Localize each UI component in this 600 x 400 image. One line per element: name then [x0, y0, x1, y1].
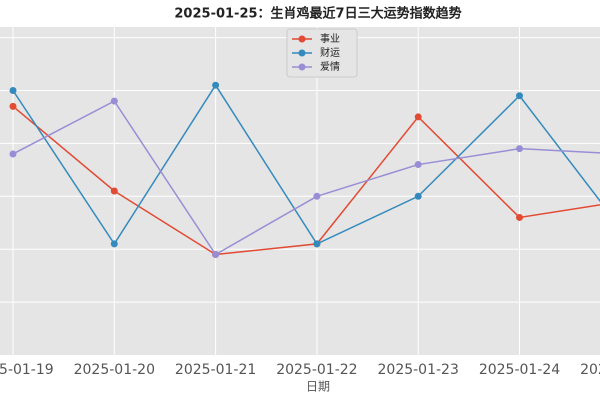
point	[414, 192, 422, 200]
x-tick-label: 2025-01-23	[378, 362, 459, 378]
x-tick-label: 2025-01-21	[175, 362, 256, 378]
point	[110, 97, 118, 105]
legend-marker	[298, 49, 306, 57]
x-tick-label: 2025-01-19	[0, 362, 54, 378]
plot-area	[0, 27, 600, 355]
point	[9, 102, 17, 110]
legend-label: 财运	[320, 46, 340, 59]
x-tick-label: 2025-01-20	[74, 362, 155, 378]
chart-title: 2025-01-25：生肖鸡最近7日三大运势指数趋势	[174, 6, 461, 22]
point	[212, 250, 220, 258]
point	[414, 161, 422, 169]
point	[313, 192, 321, 200]
point	[516, 92, 523, 100]
point	[110, 187, 118, 195]
legend-label: 事业	[320, 32, 340, 45]
point	[9, 86, 17, 94]
legend-label: 爱情	[320, 60, 340, 73]
x-tick-label: 2025-01-22	[276, 362, 357, 378]
point	[9, 150, 17, 158]
legend-marker	[298, 35, 306, 43]
x-tick-label: 2025-01-25	[580, 362, 600, 378]
x-tick-label: 2025-01-24	[479, 362, 560, 378]
x-axis-label: 日期	[306, 380, 330, 394]
point	[414, 113, 422, 121]
point	[313, 240, 321, 248]
point	[110, 240, 118, 248]
legend-marker	[298, 63, 306, 71]
point	[212, 81, 220, 89]
point	[516, 145, 523, 153]
point	[516, 213, 523, 221]
